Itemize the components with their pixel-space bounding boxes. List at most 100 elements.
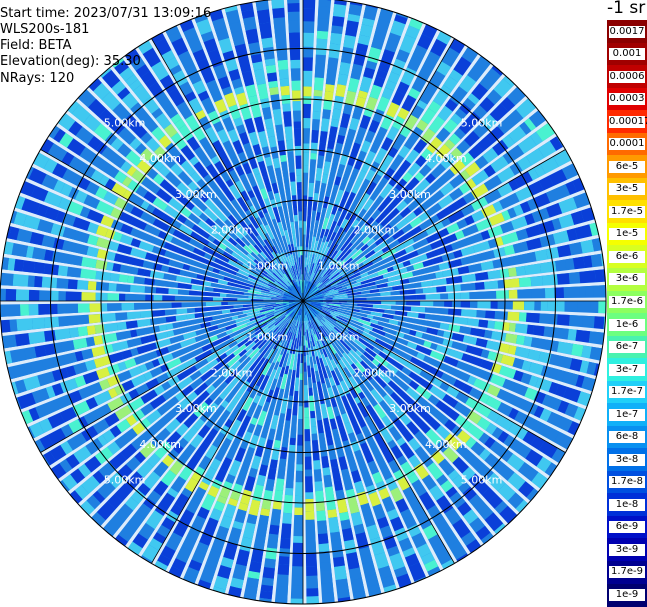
range-bin <box>229 419 242 435</box>
range-bin <box>288 20 300 33</box>
range-bin <box>408 275 423 283</box>
range-bin <box>96 367 110 380</box>
range-bin <box>460 292 470 300</box>
range-bin <box>390 516 404 532</box>
range-bin <box>329 265 340 276</box>
range-bin <box>53 179 65 193</box>
range-bin <box>254 202 262 214</box>
range-bin <box>112 263 122 272</box>
range-bin <box>527 349 541 362</box>
ray-gap <box>33 310 286 442</box>
range-bin <box>473 478 490 495</box>
range-bin <box>508 179 519 191</box>
range-bin <box>353 272 361 278</box>
range-bin <box>235 237 246 248</box>
range-bin <box>480 260 494 271</box>
range-bin <box>243 244 253 254</box>
range-bin <box>139 363 148 373</box>
range-bin <box>492 139 509 156</box>
range-bin <box>157 230 167 240</box>
ray-gap <box>194 319 296 586</box>
range-bin <box>256 227 263 236</box>
range-bin <box>401 345 410 353</box>
range-bin <box>307 326 312 342</box>
range-bin <box>332 316 339 321</box>
range-bin <box>168 88 185 107</box>
ray-gap <box>322 219 596 296</box>
range-bin <box>237 196 249 212</box>
range-bin <box>548 169 568 186</box>
range-bin <box>62 240 77 253</box>
range-bin <box>240 2 254 12</box>
range-bin <box>518 481 535 498</box>
range-bin <box>286 466 295 477</box>
range-bin <box>62 352 78 365</box>
range-bin <box>282 103 291 112</box>
range-bin <box>267 72 278 82</box>
range-bin <box>292 101 301 111</box>
range-bin <box>284 180 290 189</box>
range-bin <box>277 221 285 237</box>
colorbar-tick-label: 6e-7 <box>609 341 645 353</box>
range-bin <box>538 140 557 158</box>
range-bin <box>179 509 195 526</box>
range-bin <box>269 290 282 296</box>
range-bin <box>130 347 139 357</box>
range-bin <box>350 167 360 179</box>
range-bin <box>294 214 298 222</box>
range-bin <box>311 129 319 143</box>
range-bin <box>402 547 416 558</box>
range-bin <box>366 436 378 451</box>
range-bin <box>390 290 400 296</box>
range-bin <box>353 266 365 275</box>
ray-gap <box>322 265 605 299</box>
range-bin <box>248 333 256 340</box>
range-bin <box>381 496 393 507</box>
range-bin <box>51 290 59 301</box>
range-bin <box>294 377 299 392</box>
range-bin <box>330 279 342 287</box>
range-bin <box>340 248 353 262</box>
range-bin <box>176 372 186 381</box>
range-bin <box>345 290 353 294</box>
range-bin <box>242 162 252 175</box>
range-bin <box>439 84 453 97</box>
range-bin <box>185 523 202 543</box>
range-bin <box>212 224 221 232</box>
range-bin <box>241 70 255 87</box>
range-bin <box>12 363 27 378</box>
range-bin <box>321 310 333 318</box>
range-bin <box>183 400 199 416</box>
range-bin <box>494 311 508 321</box>
range-bin <box>563 386 581 403</box>
colorbar-tick-label: 1e-7 <box>609 408 645 421</box>
colorbar-tick-label: 1.7e-5 <box>609 205 645 218</box>
range-bin <box>524 387 538 401</box>
range-bin <box>461 531 476 546</box>
range-bin <box>318 432 327 448</box>
range-bin <box>336 270 347 279</box>
range-bin <box>255 153 264 163</box>
range-bin <box>409 216 423 228</box>
range-bin <box>285 261 293 276</box>
range-bin <box>305 272 309 287</box>
range-bin <box>186 307 195 314</box>
range-bin <box>85 181 100 195</box>
range-bin <box>260 233 267 241</box>
ray-gap <box>322 307 593 395</box>
range-bin <box>305 308 309 316</box>
range-bin <box>136 503 152 519</box>
range-bin <box>385 236 395 245</box>
range-bin <box>255 352 265 364</box>
range-bin <box>355 532 369 550</box>
colorbar-tick-label: 0.0006 <box>609 70 645 83</box>
range-bin <box>128 366 142 378</box>
colorbar-tick-label: 0.0003 <box>609 93 645 106</box>
ray-gap <box>321 174 580 293</box>
range-bin <box>115 312 128 321</box>
range-bin <box>310 417 317 427</box>
range-bin <box>360 360 373 374</box>
range-bin <box>411 479 427 497</box>
range-bin <box>254 116 265 133</box>
range-bin <box>148 82 164 98</box>
